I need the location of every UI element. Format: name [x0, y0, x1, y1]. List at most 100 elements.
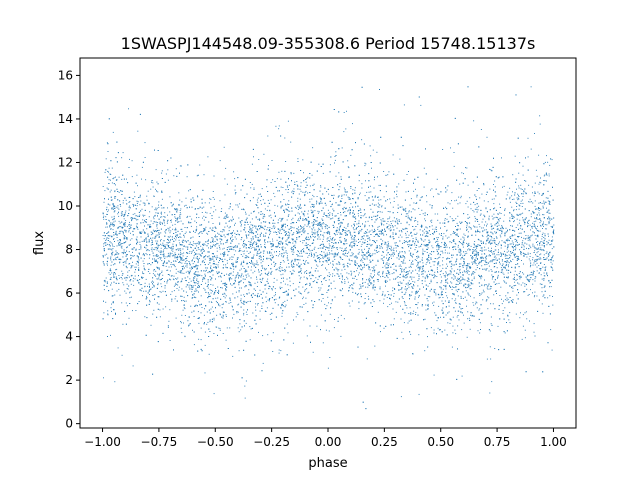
data-point	[457, 268, 459, 270]
data-point	[291, 272, 293, 274]
data-point	[485, 229, 487, 231]
data-point	[322, 216, 324, 217]
data-point	[248, 256, 250, 258]
data-point	[545, 253, 547, 254]
data-point	[383, 261, 385, 263]
data-point	[210, 301, 212, 303]
data-point	[196, 242, 198, 244]
data-point	[299, 255, 301, 257]
data-point	[143, 239, 145, 241]
data-point	[446, 246, 448, 248]
data-point	[330, 253, 332, 255]
data-point	[321, 218, 323, 220]
data-point	[510, 261, 512, 263]
data-point	[251, 228, 253, 230]
data-point	[209, 198, 211, 200]
data-point	[158, 201, 160, 203]
data-point	[418, 290, 419, 292]
data-point	[407, 213, 409, 215]
data-point	[166, 222, 168, 224]
data-point	[212, 290, 213, 292]
data-point	[551, 349, 553, 351]
data-point	[151, 247, 153, 249]
data-point	[181, 228, 183, 230]
data-point	[220, 238, 222, 240]
data-point	[254, 247, 256, 249]
data-point	[285, 304, 287, 306]
data-point	[409, 307, 411, 309]
data-point	[368, 250, 369, 252]
data-point	[362, 241, 364, 243]
data-point	[513, 216, 515, 218]
data-point	[264, 208, 266, 210]
data-point	[260, 281, 262, 283]
data-point	[127, 271, 129, 273]
data-point	[364, 195, 366, 197]
data-point	[417, 261, 419, 263]
data-point	[474, 208, 476, 210]
data-point	[543, 225, 544, 227]
data-point	[206, 311, 208, 313]
data-point	[318, 257, 320, 259]
data-point	[544, 180, 546, 182]
data-point	[197, 196, 199, 198]
data-point	[522, 282, 524, 284]
data-point	[179, 204, 181, 206]
data-point	[387, 199, 388, 201]
data-point	[319, 229, 321, 230]
data-point	[241, 287, 242, 289]
data-point	[508, 319, 510, 321]
data-point	[180, 213, 182, 215]
data-point	[275, 294, 276, 296]
data-point	[168, 266, 170, 268]
data-point	[487, 201, 489, 203]
data-point	[396, 196, 398, 198]
data-point	[110, 228, 111, 230]
data-point	[117, 347, 119, 349]
data-point	[279, 263, 281, 265]
data-point	[175, 227, 177, 229]
data-point	[184, 267, 185, 269]
data-point	[437, 237, 439, 239]
data-point	[112, 225, 114, 227]
data-point	[226, 247, 228, 248]
data-point	[452, 316, 454, 318]
data-point	[264, 288, 266, 290]
data-point	[501, 254, 502, 256]
data-point	[306, 219, 308, 221]
data-point	[221, 307, 223, 309]
data-point	[313, 206, 315, 207]
data-point	[280, 178, 282, 180]
data-point	[285, 251, 287, 253]
data-point	[126, 247, 127, 249]
data-point	[189, 215, 191, 217]
data-point	[541, 287, 543, 289]
data-point	[323, 278, 325, 280]
data-point	[392, 233, 394, 235]
data-point	[512, 258, 514, 260]
data-point	[136, 174, 138, 176]
data-point	[334, 162, 335, 164]
data-point	[263, 234, 264, 236]
data-point	[393, 293, 395, 294]
data-point	[466, 268, 467, 270]
data-point	[268, 300, 270, 302]
data-point	[284, 300, 286, 302]
data-point	[236, 246, 238, 248]
data-point	[289, 280, 291, 282]
data-point	[481, 253, 483, 255]
data-point	[316, 325, 318, 327]
data-point	[267, 274, 269, 276]
data-point	[332, 214, 333, 216]
data-point	[305, 252, 307, 254]
data-point	[518, 204, 520, 206]
data-point	[437, 219, 439, 221]
data-point	[379, 300, 381, 302]
data-point	[354, 239, 356, 241]
data-point	[224, 251, 226, 253]
data-point	[329, 164, 331, 166]
data-point	[347, 160, 349, 162]
data-point	[135, 218, 137, 220]
data-point	[487, 286, 489, 287]
data-point	[530, 86, 532, 88]
